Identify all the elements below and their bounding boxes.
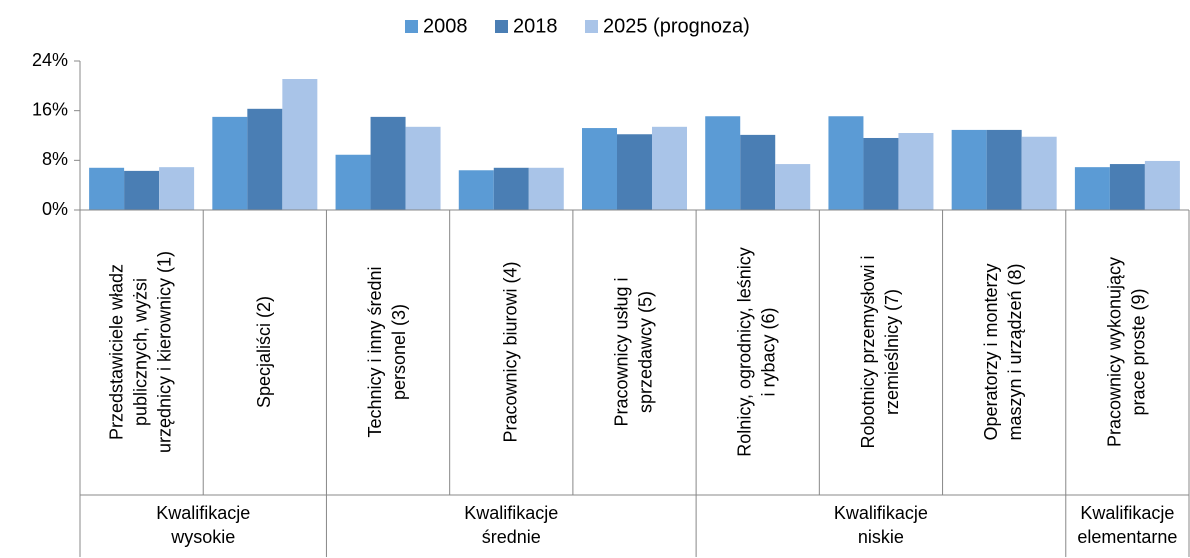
legend-swatch xyxy=(495,20,508,33)
y-tick-label: 8% xyxy=(42,149,68,169)
bar xyxy=(405,126,441,210)
bar xyxy=(124,170,160,210)
bar xyxy=(775,164,811,210)
x-tick-label: Pracownicy wykonujący prace proste (9) xyxy=(1104,257,1148,447)
bar xyxy=(1109,164,1145,210)
bar xyxy=(898,133,934,210)
bar xyxy=(1021,136,1057,210)
bar xyxy=(617,134,652,210)
bar xyxy=(828,116,864,210)
bar xyxy=(1074,167,1110,210)
y-tick-label: 0% xyxy=(42,199,68,219)
x-tick-label: Operatorzy i monterzy maszyn i urządzeń (… xyxy=(981,263,1025,440)
legend-swatch xyxy=(585,20,598,33)
x-tick-label: Rolnicy, ogrodnicy, leśnicy i rybacy (6) xyxy=(734,247,778,456)
bar xyxy=(247,108,283,210)
group-label: Kwalifikacje wysokie xyxy=(156,503,250,547)
bar xyxy=(951,129,987,210)
legend-label: 2008 xyxy=(423,15,468,37)
y-tick-label: 16% xyxy=(32,99,68,119)
x-tick-label: Pracownicy usług i sprzedawcy (5) xyxy=(611,277,655,426)
legend-swatch xyxy=(405,20,418,33)
bar xyxy=(89,167,125,210)
legend-label: 2018 xyxy=(513,15,558,37)
bar xyxy=(652,126,687,210)
bar xyxy=(493,167,529,210)
bar xyxy=(282,79,318,210)
bar xyxy=(159,167,195,210)
x-tick-label: Przedstawiciele władz publicznych, wyżsi u… xyxy=(106,251,174,453)
bar xyxy=(863,137,899,210)
group-label: Kwalifikacje elementarne xyxy=(1077,503,1177,547)
bar xyxy=(458,170,494,210)
bar xyxy=(335,154,371,210)
x-tick-label: Pracownicy biurowi (4) xyxy=(500,261,520,442)
bar xyxy=(370,116,406,210)
bar xyxy=(705,116,741,210)
y-tick-label: 24% xyxy=(32,50,68,70)
x-tick-label: Specjaliści (2) xyxy=(254,296,274,408)
group-label: Kwalifikacje średnie xyxy=(464,503,558,547)
x-tick-label: Robotnicy przemysłowi i rzemieślnicy (7) xyxy=(858,255,902,448)
legend-label: 2025 (prognoza) xyxy=(603,15,750,37)
bar xyxy=(582,128,617,210)
x-tick-label: Technicy i inny średni personel (3) xyxy=(365,266,409,437)
bar xyxy=(986,129,1022,210)
bar xyxy=(740,134,776,210)
bar xyxy=(1144,160,1180,210)
bar xyxy=(528,167,564,210)
bar xyxy=(212,116,248,210)
group-label: Kwalifikacje niskie xyxy=(834,503,928,547)
